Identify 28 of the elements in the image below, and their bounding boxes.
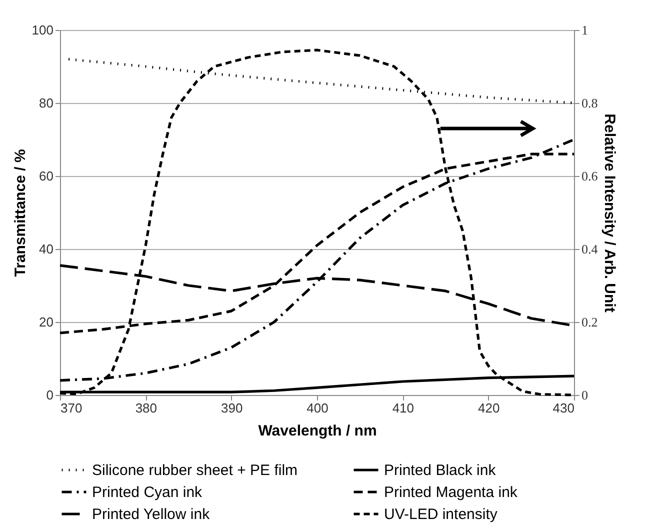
x-tick-label: 400 <box>306 400 328 416</box>
y-tick-label: 20 <box>39 314 54 330</box>
y2-tick-label: 0.2 <box>582 314 598 330</box>
legend-label: Printed Magenta ink <box>384 484 518 501</box>
y2-axis-title: Relative Intensity / Arb. Unit <box>600 114 618 312</box>
legend-label: Printed Yellow ink <box>92 506 210 523</box>
x-tick-label: 370 <box>60 400 82 416</box>
y2-tick-label: 0 <box>582 388 588 402</box>
x-tick-label: 410 <box>392 400 414 416</box>
x-tick-label: 420 <box>478 400 500 416</box>
legend-label: Silicone rubber sheet + PE film <box>92 462 298 479</box>
x-tick-label: 380 <box>135 400 158 416</box>
x-axis-title: Wavelength / nm <box>258 422 377 440</box>
y-tick-label: 60 <box>39 168 54 184</box>
y-tick-label: 0 <box>46 388 54 402</box>
y-tick-label: 80 <box>39 96 54 110</box>
y2-tick-label: 1 <box>582 22 588 38</box>
legend-label: Printed Black ink <box>384 462 496 479</box>
y-axis-title: Transmittance / % <box>12 149 29 277</box>
y2-tick-label: 0.8 <box>582 96 598 110</box>
y2-tick-label: 0.6 <box>582 168 598 184</box>
legend-label: UV-LED intensity <box>384 506 498 523</box>
y-tick-label: 40 <box>39 242 54 256</box>
legend-label: Printed Cyan ink <box>92 484 203 501</box>
x-tick-label: 390 <box>220 400 243 416</box>
y2-tick-label: 0.4 <box>582 242 598 256</box>
y-tick-label: 100 <box>32 22 54 38</box>
x-tick-label: 430 <box>552 400 574 416</box>
